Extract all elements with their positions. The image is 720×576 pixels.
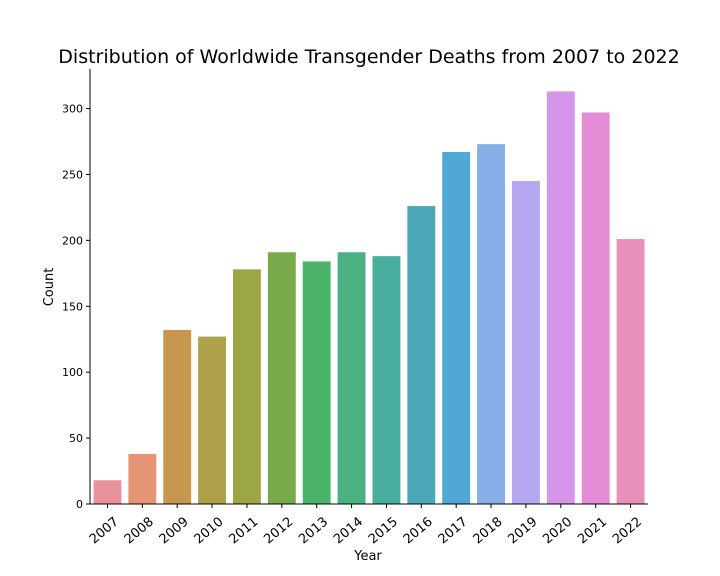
bar-2008 (128, 453, 157, 504)
x-tick-label-2008: 2008 (122, 515, 157, 548)
bar-2016 (407, 206, 436, 504)
x-tick-label-2016: 2016 (401, 515, 436, 548)
x-tick-label-2014: 2014 (331, 515, 366, 548)
x-tick-label-2009: 2009 (157, 515, 192, 548)
y-tick-label-250: 250 (62, 168, 83, 181)
y-tick-label-0: 0 (76, 498, 83, 511)
y-tick-label-50: 50 (69, 432, 83, 445)
bar-2019 (511, 181, 540, 505)
x-tick-label-2021: 2021 (575, 515, 610, 548)
bar-2020 (546, 91, 575, 504)
x-tick-label-2010: 2010 (191, 515, 226, 548)
x-tick-label-2015: 2015 (366, 515, 401, 548)
y-axis: 0 50 100 150 200 250 300 (62, 69, 91, 511)
bar-2021 (581, 112, 610, 504)
x-tick-label-2007: 2007 (87, 515, 122, 548)
x-tick-label-2022: 2022 (610, 515, 645, 548)
x-axis: 2007 2008 2009 2010 2011 2012 2013 2014 2015 2016… (87, 503, 648, 548)
bar-2009 (163, 330, 192, 504)
bar-2014 (337, 252, 366, 504)
x-axis-title: Year (353, 549, 382, 564)
bar-2013 (302, 261, 331, 504)
bar-2011 (232, 269, 261, 504)
bar-2022 (616, 239, 645, 505)
y-axis-title: Count (42, 268, 57, 307)
y-tick-label-300: 300 (62, 103, 83, 116)
x-tick-label-2012: 2012 (261, 515, 296, 548)
bar-2012 (267, 252, 296, 504)
x-tick-label-2019: 2019 (505, 515, 540, 548)
bars-group (93, 91, 645, 505)
bar-2017 (442, 152, 471, 505)
bar-2010 (198, 336, 227, 504)
y-tick-label-200: 200 (62, 234, 83, 247)
bar-2015 (372, 256, 401, 504)
y-tick-label-150: 150 (62, 300, 83, 313)
x-tick-label-2020: 2020 (540, 515, 575, 548)
x-tick-label-2017: 2017 (436, 515, 471, 548)
bar-2018 (477, 144, 506, 504)
x-tick-label-2011: 2011 (226, 515, 261, 548)
bar-2007 (93, 480, 122, 504)
x-tick-label-2018: 2018 (470, 515, 505, 548)
chart-title: Distribution of Worldwide Transgender De… (58, 46, 679, 68)
x-tick-label-2013: 2013 (296, 515, 331, 548)
y-tick-label-100: 100 (62, 366, 83, 379)
